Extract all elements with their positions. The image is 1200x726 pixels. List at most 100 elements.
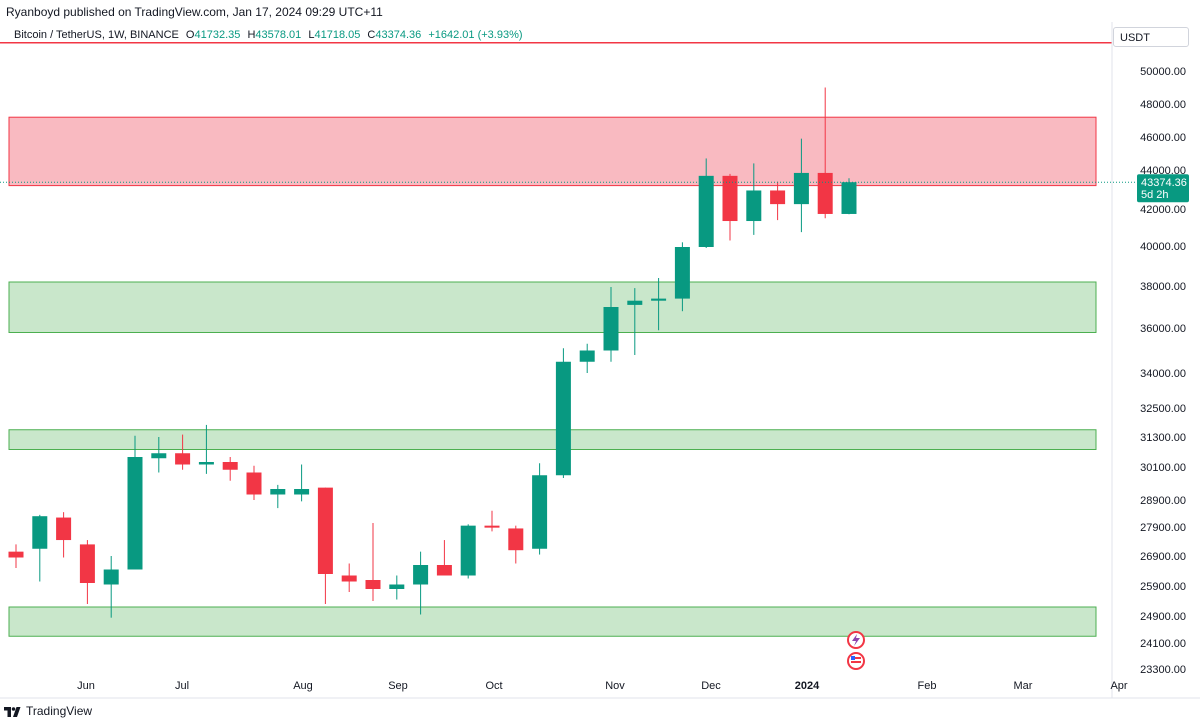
candle-10[interactable] — [246, 465, 262, 500]
zone-support-1[interactable] — [8, 281, 1097, 333]
flag-canton — [851, 656, 855, 660]
candle-body-19 — [460, 525, 476, 576]
zones-layer — [8, 116, 1097, 637]
time-tick-label: Oct — [485, 680, 502, 692]
candle-3[interactable] — [79, 540, 95, 604]
candle-body-5 — [127, 457, 143, 570]
candle-body-7 — [175, 453, 191, 465]
candle-7[interactable] — [175, 434, 191, 470]
time-tick-label: Jun — [77, 680, 95, 692]
candle-23[interactable] — [555, 348, 571, 478]
candle-33[interactable] — [793, 138, 809, 233]
candle-body-1 — [32, 516, 48, 549]
candle-5[interactable] — [127, 435, 143, 570]
time-axis[interactable]: Jun Jul Aug Sep Oct Nov Dec 2024 Feb Mar Apr — [77, 680, 1128, 692]
candle-22[interactable] — [532, 463, 548, 555]
candle-12[interactable] — [294, 464, 310, 502]
flag-stripe-1 — [851, 657, 861, 659]
candle-32[interactable] — [770, 181, 786, 221]
candle-body-6 — [151, 453, 167, 459]
candle-body-23 — [555, 361, 571, 476]
price-tick-label: 48000.00 — [1140, 99, 1186, 111]
candle-18[interactable] — [436, 540, 452, 576]
candle-13[interactable] — [317, 487, 333, 604]
price-tick-label: 27900.00 — [1140, 522, 1186, 534]
zone-support-3[interactable] — [8, 606, 1097, 637]
price-tick-label: 26900.00 — [1140, 551, 1186, 563]
low-label: L — [308, 29, 315, 41]
footer-brand[interactable]: TradingView — [4, 704, 92, 718]
candle-25[interactable] — [603, 287, 619, 362]
candle-31[interactable] — [746, 163, 762, 235]
candle-6[interactable] — [151, 437, 167, 473]
time-tick-label: Nov — [605, 680, 625, 692]
time-tick-label: Feb — [918, 680, 937, 692]
candle-body-33 — [793, 172, 809, 205]
candle-body-30 — [722, 175, 738, 222]
candle-30[interactable] — [722, 173, 738, 241]
candle-body-31 — [746, 190, 762, 222]
last-price-countdown: 5d 2h — [1141, 189, 1169, 201]
price-tick-label: 23300.00 — [1140, 664, 1186, 676]
candle-body-2 — [56, 517, 72, 541]
candle-35[interactable] — [841, 178, 857, 215]
candle-body-14 — [341, 575, 357, 582]
price-tick-label: 50000.00 — [1140, 66, 1186, 78]
candle-body-8 — [198, 462, 214, 465]
candle-body-9 — [222, 462, 238, 470]
candle-29[interactable] — [698, 158, 714, 248]
price-tick-label: 44000.00 — [1140, 165, 1186, 177]
time-tick-label: Dec — [701, 680, 721, 692]
candle-17[interactable] — [413, 551, 429, 615]
candle-0[interactable] — [8, 544, 24, 568]
close-label: C — [367, 29, 376, 41]
currency-button[interactable]: USDT — [1113, 27, 1189, 47]
price-tick-label: 30100.00 — [1140, 462, 1186, 474]
candle-body-16 — [389, 584, 405, 589]
symbol-name[interactable]: Bitcoin / TetherUS, 1W, BINANCE — [14, 29, 179, 41]
time-tick-label: Mar — [1014, 680, 1033, 692]
price-tick-label: 42000.00 — [1140, 204, 1186, 216]
candle-body-28 — [674, 247, 690, 299]
candle-body-25 — [603, 307, 619, 351]
candle-27[interactable] — [651, 278, 667, 331]
candle-body-0 — [8, 551, 24, 558]
last-price-badge: 43374.36 5d 2h — [1137, 174, 1189, 203]
candle-1[interactable] — [32, 514, 48, 582]
candle-body-4 — [103, 569, 119, 585]
candle-28[interactable] — [674, 242, 690, 312]
low-value: 41718.05 — [314, 29, 361, 41]
price-axis[interactable]: 50000.00 48000.00 46000.00 44000.00 42000.00… — [1140, 66, 1186, 676]
candle-11[interactable] — [270, 484, 286, 509]
published-bar: Ryanboyd published on TradingView.com, J… — [0, 0, 1200, 22]
published-text: Ryanboyd published on TradingView.com, J… — [6, 5, 383, 19]
candle-26[interactable] — [627, 288, 643, 355]
price-tick-label: 46000.00 — [1140, 132, 1186, 144]
lightning-glyph — [852, 634, 860, 646]
close-value: 43374.36 — [375, 29, 422, 41]
price-tick-label: 25900.00 — [1140, 581, 1186, 593]
candle-21[interactable] — [508, 525, 524, 564]
candle-20[interactable] — [484, 510, 500, 532]
candle-19[interactable] — [460, 524, 476, 579]
candle-14[interactable] — [341, 563, 357, 593]
candle-24[interactable] — [579, 343, 595, 373]
time-tick-label: Apr — [1110, 680, 1127, 692]
price-tick-label: 31300.00 — [1140, 432, 1186, 444]
candles-layer — [8, 87, 857, 618]
candle-body-29 — [698, 175, 714, 247]
price-tick-label: 24100.00 — [1140, 638, 1186, 650]
zone-resistance-0[interactable] — [8, 116, 1097, 187]
candle-body-20 — [484, 525, 500, 528]
candle-2[interactable] — [56, 512, 72, 558]
candle-body-10 — [246, 472, 262, 495]
candle-34[interactable] — [817, 87, 833, 219]
zone-support-2[interactable] — [8, 429, 1097, 450]
candle-16[interactable] — [389, 575, 405, 600]
candle-9[interactable] — [222, 457, 238, 481]
candle-15[interactable] — [365, 522, 381, 601]
candle-8[interactable] — [198, 424, 214, 474]
candle-4[interactable] — [103, 556, 119, 618]
candle-body-24 — [579, 350, 595, 362]
